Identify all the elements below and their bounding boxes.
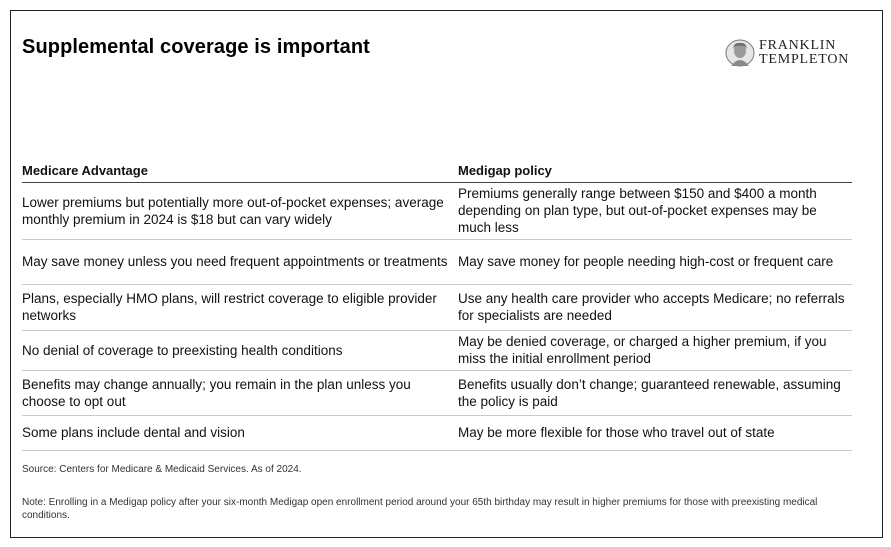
franklin-templeton-logo: FRANKLIN TEMPLETON — [725, 38, 865, 70]
table-cell: Benefits may change annually; you remain… — [22, 370, 458, 416]
logo-wordmark: FRANKLIN TEMPLETON — [759, 39, 849, 67]
table-cell: May save money for people needing high-c… — [458, 239, 852, 285]
page-title: Supplemental coverage is important — [22, 36, 370, 58]
table-cell: Use any health care provider who accepts… — [458, 284, 852, 331]
table-header-row: Medicare Advantage Medigap policy — [22, 154, 852, 183]
column-header-medicare-advantage: Medicare Advantage — [22, 154, 458, 183]
table-row: May save money unless you need frequent … — [22, 239, 852, 285]
logo-line-1: FRANKLIN — [759, 38, 837, 53]
table-cell: May save money unless you need frequent … — [22, 239, 458, 285]
footnote: Note: Enrolling in a Medigap policy afte… — [22, 497, 818, 521]
table-cell: May be denied coverage, or charged a hig… — [458, 330, 852, 371]
portrait-icon — [725, 39, 755, 67]
document-frame: Supplemental coverage is important FRANK… — [10, 10, 883, 538]
table-row: No denial of coverage to preexisting hea… — [22, 330, 852, 371]
table-cell: Some plans include dental and vision — [22, 415, 458, 451]
table-row: Some plans include dental and vision May… — [22, 415, 852, 451]
column-header-medigap-policy: Medigap policy — [458, 154, 852, 183]
logo-line-2: TEMPLETON — [759, 52, 850, 67]
table-cell: Plans, especially HMO plans, will restri… — [22, 284, 458, 331]
source-note: Source: Centers for Medicare & Medicaid … — [22, 464, 302, 475]
table-cell: No denial of coverage to preexisting hea… — [22, 330, 458, 371]
table-cell: Benefits usually don’t change; guarantee… — [458, 370, 852, 416]
table-row: Plans, especially HMO plans, will restri… — [22, 284, 852, 331]
table-row: Lower premiums but potentially more out-… — [22, 182, 852, 240]
comparison-table: Medicare Advantage Medigap policy Lower … — [22, 154, 852, 451]
table-cell: May be more flexible for those who trave… — [458, 415, 852, 451]
table-cell: Lower premiums but potentially more out-… — [22, 182, 458, 240]
table-cell: Premiums generally range between $150 an… — [458, 182, 852, 240]
table-row: Benefits may change annually; you remain… — [22, 370, 852, 416]
